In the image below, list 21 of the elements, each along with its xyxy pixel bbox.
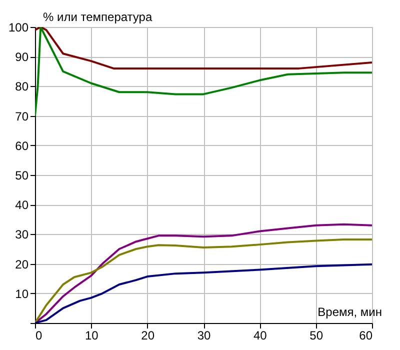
x-axis-title: Время, мин [318, 305, 382, 319]
x-tick-label: 40 [253, 328, 268, 342]
y-tick-label: 20 [15, 257, 29, 272]
x-tick-label: 10 [84, 328, 99, 342]
line-series [35, 27, 372, 117]
y-tick-label: 90 [15, 50, 29, 64]
line-series [35, 27, 372, 70]
x-tick-label: 50 [310, 328, 324, 342]
y-tick-label: 80 [15, 80, 29, 94]
y-axis-title: % или температура [43, 10, 152, 24]
x-tick-label: 0 [36, 328, 42, 342]
y-tick-label: 50 [15, 168, 29, 182]
y-tick-label: 30 [15, 228, 29, 242]
y-tick-label: 60 [15, 138, 29, 153]
y-tick-label: 40 [15, 198, 29, 212]
y-tick-label: 70 [15, 109, 29, 124]
y-tick-label: 10 [15, 286, 29, 301]
x-tick-label: 20 [141, 328, 155, 342]
x-tick-label: 60 [359, 328, 373, 342]
y-tick-label: 100 [8, 20, 29, 34]
x-tick-label: 30 [197, 328, 211, 342]
